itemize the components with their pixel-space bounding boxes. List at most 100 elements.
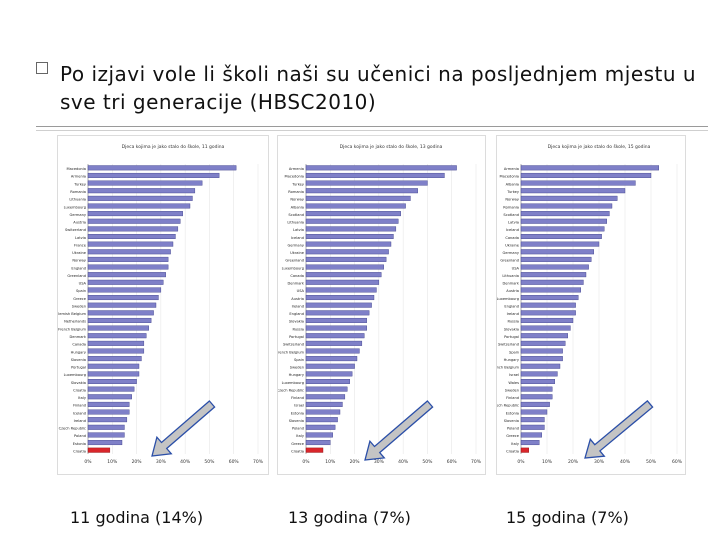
chart-panel-15: Djeca kojima je jako stalo do škole, 15 …	[491, 135, 686, 475]
bar	[305, 287, 377, 293]
category-label: Norway	[72, 259, 87, 263]
chart-title: Djeca kojima je jako stalo do škole, 11 …	[122, 143, 225, 150]
bar	[305, 188, 418, 194]
bar	[305, 256, 387, 262]
category-label: French Belgium	[497, 366, 519, 370]
bar	[520, 226, 605, 232]
title-divider	[36, 126, 708, 127]
x-tick-label: 20%	[132, 459, 143, 465]
bar	[87, 234, 176, 239]
category-label: Greenland	[500, 259, 519, 263]
bar	[305, 356, 358, 362]
bar	[520, 302, 576, 308]
category-label: Canada	[72, 343, 86, 347]
category-label: Lithuania	[287, 221, 304, 225]
bar	[87, 287, 162, 293]
bar	[305, 249, 389, 255]
bar	[305, 386, 348, 392]
category-label: Denmark	[287, 282, 304, 286]
category-label: Portugal	[71, 366, 86, 370]
x-tick-label: 60%	[229, 459, 240, 465]
bar	[305, 295, 375, 301]
bar	[305, 333, 365, 339]
x-tick-label: 60%	[447, 459, 458, 465]
bar	[87, 302, 157, 308]
bar	[520, 256, 592, 262]
bar	[520, 218, 608, 224]
category-label: Germany	[502, 251, 519, 255]
bar	[520, 440, 540, 446]
category-label: Hungary	[289, 373, 305, 377]
bar	[87, 165, 237, 171]
caption-13-years: 13 godina (7%)	[288, 508, 411, 527]
bar	[305, 234, 394, 239]
category-label: Netherlands	[64, 320, 86, 324]
category-label: Russia	[507, 320, 519, 324]
bar	[305, 340, 363, 346]
bar	[87, 188, 196, 194]
bar	[305, 348, 360, 354]
bar	[520, 172, 652, 178]
bar	[520, 195, 618, 201]
category-label: Turkey	[73, 182, 87, 186]
bar	[520, 249, 595, 255]
bar	[305, 394, 346, 400]
category-label: Wales	[508, 381, 519, 385]
x-tick-label: 50%	[646, 459, 657, 465]
bar	[87, 356, 142, 362]
category-label: Spain	[294, 358, 304, 362]
category-label: Luxembourg	[282, 266, 304, 270]
category-label: Flemish Belgium	[58, 312, 86, 316]
bar	[305, 195, 411, 201]
caption-15-years: 15 godina (7%)	[506, 508, 629, 527]
bar	[305, 432, 333, 438]
category-label: England	[289, 312, 304, 316]
bar	[87, 440, 123, 446]
category-label: Ukraine	[72, 251, 87, 255]
category-label: Sweden	[290, 366, 304, 370]
category-label: Germany	[287, 243, 304, 247]
category-label: Hungary	[504, 358, 520, 362]
category-label: Iceland	[73, 411, 86, 415]
category-label: Israel	[509, 373, 519, 377]
bar	[305, 409, 341, 415]
bar	[87, 386, 135, 392]
category-label: Switzerland	[498, 343, 519, 347]
bar	[520, 401, 550, 407]
category-label: Ireland	[292, 304, 304, 308]
category-label: Luxembourg	[497, 297, 519, 301]
category-label: Albania	[291, 205, 304, 209]
category-label: England	[504, 304, 519, 308]
category-label: USA	[79, 282, 87, 286]
category-label: Hungary	[71, 350, 87, 354]
category-label: Macedonia	[500, 175, 519, 179]
category-label: Armenia	[504, 167, 519, 171]
bar	[305, 264, 384, 270]
category-label: Luxembourg	[64, 205, 86, 209]
category-label: Portugal	[504, 335, 519, 339]
category-label: Czech Republic	[278, 388, 304, 392]
bar	[520, 310, 576, 316]
category-label: Greece	[73, 297, 87, 301]
bar	[305, 310, 370, 316]
category-label: Italy	[78, 396, 87, 400]
category-label: Estonia	[506, 411, 519, 415]
bar	[87, 211, 183, 217]
category-label: Canada	[290, 274, 304, 278]
category-label: Czech Republic	[59, 427, 86, 431]
bar	[305, 417, 338, 423]
category-label: France	[74, 243, 87, 247]
bar	[87, 340, 145, 346]
category-label: Albania	[506, 182, 519, 186]
bar	[305, 424, 336, 430]
category-label: Russia	[292, 327, 304, 331]
x-tick-label: 30%	[594, 459, 605, 465]
category-label: Romania	[70, 190, 86, 194]
bar	[520, 356, 563, 362]
bar	[87, 348, 145, 354]
category-label: Croatia	[291, 449, 304, 453]
title-divider-secondary	[36, 130, 708, 131]
bar	[305, 302, 372, 308]
bar	[87, 203, 191, 209]
x-tick-label: 20%	[568, 459, 579, 465]
